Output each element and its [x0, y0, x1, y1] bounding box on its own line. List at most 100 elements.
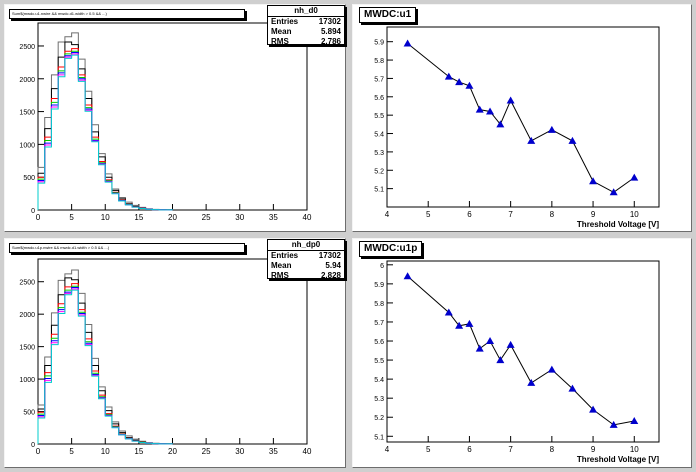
x-tick-label: 5	[426, 445, 431, 454]
pad-hist-dp0: 0 5 10 15 20 25 30 35 40 0 500 1000 1500 2000 2500 Sum…	[4, 238, 346, 468]
stats-entries-row: Entries 17302	[268, 17, 344, 27]
x-tick-label: 35	[269, 447, 278, 456]
y-tick-label: 6	[380, 263, 384, 270]
hist-d0-plot: 0 5 10 15 20 25 30 35 40 0 500 1000 1500 2000 2500	[19, 22, 312, 222]
y-tick-label: 500	[23, 175, 35, 182]
x-tick-label: 25	[202, 447, 211, 456]
stats-box-d0: nh_d0 Entries 17302 Mean 5.894 RMS 2.786	[267, 5, 345, 47]
data-point	[630, 173, 639, 181]
x-tick-label: 5	[69, 213, 74, 222]
hist-series-4	[37, 287, 173, 445]
y-tick-label: 1000	[19, 377, 35, 384]
pad-graph-u1: 4 5 6 7 8 9 10 5.1 5.2 5.3 5.4 5.5 5.6 5.7 5.8 5.9 Thres…	[352, 4, 692, 232]
x-tick-label: 4	[385, 210, 390, 219]
y-tick-label: 1000	[19, 142, 35, 149]
data-point	[547, 125, 556, 133]
x-tick-label: 10	[101, 213, 110, 222]
x-tick-label: 20	[168, 213, 177, 222]
stats-mean-label: Mean	[271, 27, 292, 36]
y-tick-label: 0	[31, 208, 35, 215]
stats-rms-label: RMS	[271, 271, 289, 280]
y-tick-label: 5.2	[374, 415, 384, 422]
data-point	[609, 420, 618, 428]
x-tick-label: 10	[101, 447, 110, 456]
data-point	[630, 417, 639, 425]
x-tick-label: 6	[467, 210, 472, 219]
y-tick-label: 5.6	[374, 95, 384, 102]
y-tick-label: 5.7	[374, 76, 384, 83]
y-tick-label: 0	[31, 442, 35, 449]
hist-dp0-plot: 0 5 10 15 20 25 30 35 40 0 500 1000 1500 2000 2500	[19, 258, 312, 456]
x-tick-label: 35	[269, 213, 278, 222]
x-tick-label: 0	[36, 447, 41, 456]
y-tick-label: 5.7	[374, 320, 384, 327]
y-tick-label: 5.3	[374, 396, 384, 403]
x-tick-label: 15	[134, 213, 143, 222]
x-tick-label: 40	[303, 447, 312, 456]
stats-mean-label: Mean	[271, 261, 292, 270]
x-tick-label: 30	[235, 447, 244, 456]
plot-frame	[386, 26, 660, 208]
x-tick-label: 5	[69, 447, 74, 456]
stats-entries-value: 17302	[318, 17, 341, 26]
x-tick-label: 10	[630, 445, 639, 454]
hist-series-1	[37, 277, 173, 445]
y-tick-label: 2000	[19, 312, 35, 319]
x-tick-label: 30	[235, 213, 244, 222]
data-point	[475, 105, 484, 113]
x-tick-label: 5	[426, 210, 431, 219]
data-point	[568, 384, 577, 392]
y-tick-label: 5.9	[374, 40, 384, 47]
y-tick-label: 1500	[19, 345, 35, 352]
data-point	[568, 136, 577, 144]
y-tick-label: 5.9	[374, 282, 384, 289]
data-point	[444, 308, 453, 316]
graph-u1p-plot: 4 5 6 7 8 9 10 5.1 5.2 5.3 5.4 5.5 5.6 5.7 5.8 5.9 6 Thre…	[374, 260, 660, 464]
stats-entries-row: Entries 17302	[268, 251, 344, 261]
data-point	[465, 319, 474, 327]
y-tick-label: 5.6	[374, 339, 384, 346]
hist-dp0-subtitle: Sum$(mwdc.u1p.nwire && mwdc.d1.width > 0…	[9, 243, 245, 253]
data-point	[609, 188, 618, 196]
data-point	[496, 356, 505, 364]
hist-series-6	[37, 54, 173, 211]
data-point	[547, 365, 556, 373]
y-tick-label: 5.5	[374, 358, 384, 365]
y-tick-label: 5.5	[374, 113, 384, 120]
pad-hist-d0: 0 5 10 15 20 25 30 35 40 0 500 1000 1500 2000 2500 Sum…	[4, 4, 346, 232]
data-point	[527, 378, 536, 386]
y-tick-label: 1500	[19, 110, 35, 117]
data-point	[589, 405, 598, 413]
data-point	[403, 272, 412, 280]
y-tick-label: 5.1	[374, 187, 384, 194]
x-tick-label: 7	[508, 210, 513, 219]
stats-rms-label: RMS	[271, 37, 289, 46]
stats-rms-row: RMS 2.786	[268, 37, 344, 47]
data-point	[455, 321, 464, 329]
x-tick-label: 8	[550, 210, 555, 219]
graph-line	[407, 43, 635, 193]
y-tick-label: 2500	[19, 44, 35, 51]
x-axis-label: Threshold Voltage [V]	[577, 220, 659, 229]
graph-line	[407, 275, 635, 426]
x-tick-label: 4	[385, 445, 390, 454]
y-tick-label: 5.1	[374, 434, 384, 441]
stats-entries-label: Entries	[271, 17, 299, 26]
x-tick-label: 7	[508, 445, 513, 454]
data-point	[486, 337, 495, 345]
hist-d0-subtitle: Sum$(mwdc.u1.nwire && mwdc.d1.width > 0.…	[9, 9, 245, 19]
pad-graph-u1p: 4 5 6 7 8 9 10 5.1 5.2 5.3 5.4 5.5 5.6 5.7 5.8 5.9 6 Thre…	[352, 238, 692, 468]
x-tick-label: 0	[36, 213, 41, 222]
x-tick-label: 25	[202, 213, 211, 222]
stats-rms-value: 2.828	[320, 271, 341, 280]
data-point	[589, 177, 598, 185]
data-point	[455, 78, 464, 86]
hist-series-6	[37, 289, 173, 445]
plot-frame	[386, 260, 660, 443]
stats-mean-row: Mean 5.894	[268, 27, 344, 37]
x-tick-label: 8	[550, 445, 555, 454]
stats-mean-value: 5.894	[320, 27, 341, 36]
stats-box-dp0: nh_dp0 Entries 17302 Mean 5.94 RMS 2.828	[267, 239, 345, 280]
y-tick-label: 5.8	[374, 301, 384, 308]
